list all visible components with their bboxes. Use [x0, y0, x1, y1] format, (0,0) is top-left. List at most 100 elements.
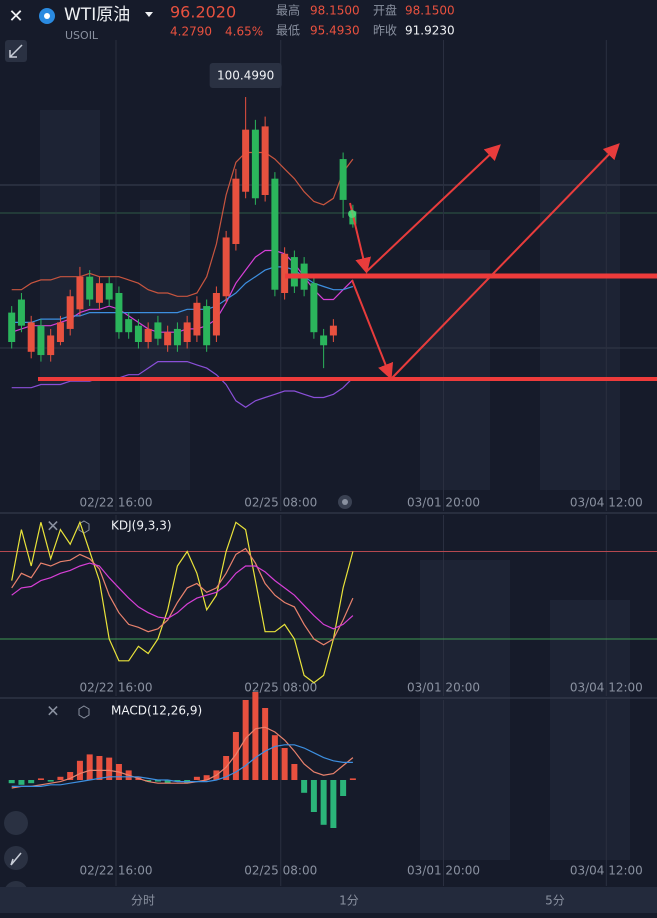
stat-value: 98.1500 — [310, 4, 360, 18]
collapse-icon — [9, 44, 23, 58]
macd-bar — [320, 780, 327, 825]
candle-body — [261, 126, 269, 195]
macd-bar — [76, 760, 83, 780]
macd-bar — [291, 764, 298, 780]
candle-body — [329, 325, 337, 336]
overlay-line — [11, 151, 354, 297]
stat-value: 95.4930 — [310, 24, 360, 38]
x-tick-label: 02/22 16:00 — [80, 496, 153, 510]
candle-body — [183, 322, 191, 342]
logo-dot — [44, 13, 50, 19]
macd-bar — [164, 780, 171, 784]
x-tick-label: 02/25 08:00 — [244, 681, 317, 695]
tab[interactable]: 5分 — [545, 894, 565, 908]
dropdown-caret[interactable] — [145, 12, 153, 17]
price-tooltip-text: 100.4990 — [217, 69, 274, 83]
candle-body — [164, 332, 172, 346]
stat-label: 最高 — [276, 3, 300, 18]
macd-bar — [106, 757, 113, 780]
macd-bar — [349, 778, 356, 780]
x-tick-label: 02/25 08:00 — [244, 496, 317, 510]
candle-body — [56, 322, 64, 342]
candle-body — [17, 299, 25, 326]
x-tick-label: 03/04 12:00 — [570, 681, 643, 695]
macd-bar — [28, 780, 35, 784]
stat-label: 开盘 — [373, 3, 397, 18]
candle-body — [47, 335, 55, 356]
candle-body — [86, 276, 94, 300]
candle-body — [173, 328, 181, 346]
candle-body — [290, 257, 298, 287]
candle-body — [271, 178, 279, 290]
macd-bar — [8, 780, 15, 784]
change: 4.2790 — [170, 25, 212, 39]
macd-bar — [310, 780, 317, 812]
macd-bar — [340, 780, 347, 796]
macd-bar — [223, 756, 230, 780]
candle-body — [339, 159, 347, 200]
indicator-line — [11, 520, 354, 684]
x-tick-label: 02/22 16:00 — [80, 681, 153, 695]
close-indicator[interactable]: ✕ — [46, 517, 59, 536]
tool-button[interactable] — [4, 811, 28, 835]
stat-value: 98.1500 — [405, 4, 455, 18]
candle-body — [212, 293, 220, 336]
macd-bar — [67, 772, 74, 780]
macd-bar — [174, 780, 181, 782]
instrument-name[interactable]: WTI原油 — [64, 5, 130, 25]
macd-bar — [242, 700, 249, 780]
macd-bar — [154, 780, 161, 782]
indicator-title: KDJ(9,3,3) — [111, 519, 172, 533]
candle-body — [193, 302, 201, 336]
x-tick-label: 02/22 16:00 — [80, 864, 153, 878]
candle-body — [232, 178, 240, 244]
macd-bar — [37, 778, 44, 780]
x-tick-label: 03/01 20:00 — [407, 496, 480, 510]
candle-body — [320, 335, 328, 346]
candle-body — [95, 283, 103, 303]
x-tick-label: 03/04 12:00 — [570, 496, 643, 510]
candle-body — [125, 319, 133, 333]
indicator-line — [11, 726, 354, 789]
indicator-title: MACD(12,26,9) — [111, 704, 202, 718]
candle-body — [76, 276, 84, 310]
macd-bar — [145, 780, 152, 782]
candle-body — [27, 322, 35, 352]
macd-bar — [271, 735, 278, 780]
candle-body — [222, 237, 230, 297]
candle-body — [115, 293, 123, 333]
close-indicator[interactable]: ✕ — [46, 702, 59, 721]
candle-body — [66, 296, 74, 329]
macd-bar — [86, 754, 93, 780]
tab-bar — [0, 887, 657, 918]
stat-label: 最低 — [276, 24, 300, 38]
change-pct: 4.65% — [225, 25, 263, 39]
scroll-dot — [342, 499, 348, 505]
overlay-line — [11, 361, 354, 409]
candle-body — [134, 325, 142, 342]
macd-bar — [301, 780, 308, 793]
macd-bar — [57, 776, 64, 780]
macd-bar — [18, 780, 25, 785]
macd-bar — [96, 756, 103, 780]
candle-body — [37, 325, 45, 356]
candle-body — [203, 306, 211, 346]
settings-icon[interactable] — [78, 705, 90, 719]
macd-bar — [232, 732, 239, 780]
bottom-edge — [0, 913, 657, 918]
symbol: USOIL — [65, 29, 99, 42]
x-tick-label: 03/01 20:00 — [407, 681, 480, 695]
tab[interactable]: 1分 — [339, 894, 359, 908]
tab[interactable]: 分时 — [131, 894, 155, 908]
x-tick-label: 03/04 12:00 — [570, 864, 643, 878]
candle-body — [281, 253, 289, 293]
stat-label: 昨收 — [373, 24, 397, 38]
candle-body — [8, 312, 16, 342]
macd-bar — [203, 775, 210, 780]
indicator-line — [11, 562, 354, 630]
stat-value: 91.9230 — [405, 24, 455, 38]
candle-body — [154, 322, 162, 339]
macd-bar — [193, 776, 200, 780]
close-button[interactable]: ✕ — [8, 6, 23, 27]
